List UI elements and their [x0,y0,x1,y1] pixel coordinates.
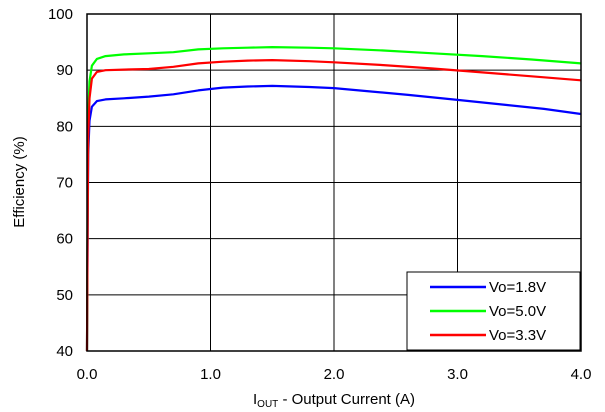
y-tick-label: 60 [56,231,73,248]
x-axis-title: IOUT - Output Current (A) [253,391,415,410]
y-tick-label: 100 [48,6,73,23]
series-line [85,46,582,352]
x-tick-label: 2.0 [324,366,345,383]
y-tick-label: 70 [56,175,73,192]
x-axis-title-subscript: OUT [257,399,278,410]
legend-label: Vo=3.3V [489,327,546,344]
x-tick-label: 3.0 [447,366,468,383]
x-tick-label: 1.0 [200,366,221,383]
y-tick-label: 50 [56,287,73,304]
series-line [85,59,582,352]
x-axis-title-main: I [253,391,257,408]
tick-labels: 0.0 1.0 2.0 3.0 4.0 40 50 60 70 80 90 100 [48,6,591,383]
series-lines [85,46,582,352]
x-tick-label: 4.0 [571,366,592,383]
y-tick-label: 90 [56,62,73,79]
y-tick-label: 40 [56,343,73,360]
legend: Vo=1.8V Vo=5.0V Vo=3.3V [406,271,581,351]
y-tick-label: 80 [56,118,73,135]
x-tick-label: 0.0 [77,366,98,383]
legend-items: Vo=1.8V Vo=5.0V Vo=3.3V [430,279,546,344]
legend-label: Vo=5.0V [489,303,546,320]
x-axis-title-rest: - Output Current (A) [278,391,415,408]
y-axis-title: Efficiency (%) [11,136,28,227]
plot-frame [86,13,582,352]
series-line [85,84,582,352]
legend-label: Vo=1.8V [489,279,546,296]
